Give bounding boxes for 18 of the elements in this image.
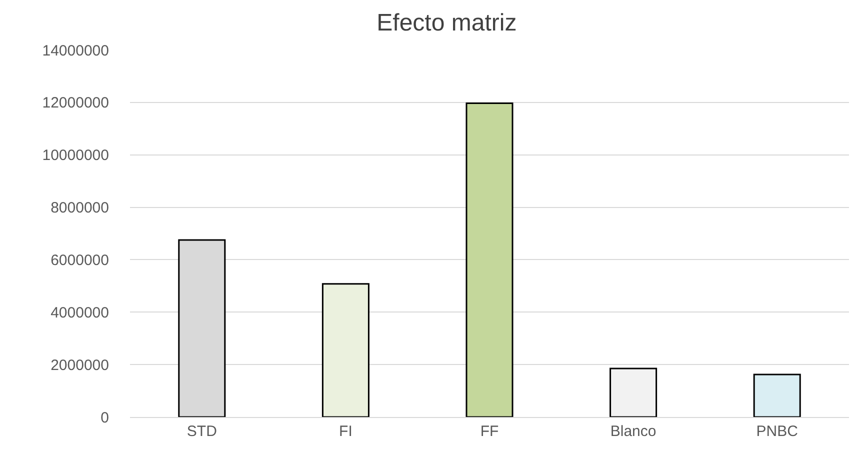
chart-title: Efecto matriz (376, 10, 517, 37)
x-tick-label: Blanco (610, 423, 656, 440)
y-tick-label: 14000000 (42, 42, 109, 60)
y-tick-label: 6000000 (50, 252, 109, 269)
bar (322, 283, 370, 417)
y-tick-label: 4000000 (50, 304, 109, 322)
bar (753, 374, 801, 417)
y-tick-label: 8000000 (50, 200, 109, 217)
x-tick-label: STD (186, 423, 218, 440)
bar (610, 368, 658, 417)
bar (466, 102, 514, 417)
x-tick-label: FI (339, 423, 352, 440)
y-tick-label: 10000000 (42, 147, 109, 164)
x-tick-label: PNBC (756, 423, 798, 440)
y-tick-label: 12000000 (42, 94, 109, 112)
x-tick-label: FF (480, 423, 499, 440)
y-tick-label: 2000000 (50, 356, 109, 374)
y-tick-label: 0 (100, 409, 109, 426)
